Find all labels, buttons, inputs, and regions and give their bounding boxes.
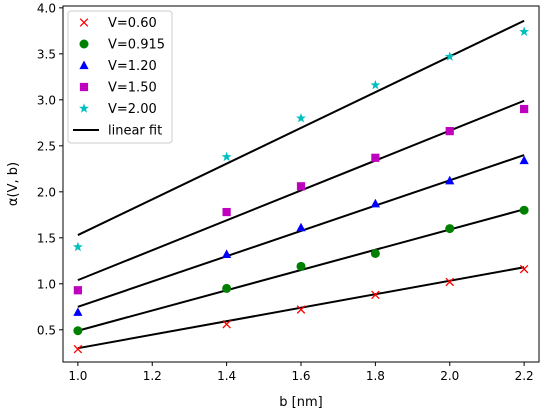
legend: V=0.60 V=0.915 V=1.20 V=1.50 V=2.00 linear fi… xyxy=(67,10,173,144)
x-tick-label: 1.4 xyxy=(217,369,236,383)
data-point xyxy=(445,224,455,234)
data-point xyxy=(72,241,83,252)
legend-box xyxy=(67,10,173,144)
data-point xyxy=(222,283,232,293)
y-tick-label: 1.5 xyxy=(37,231,56,245)
data-point xyxy=(296,113,306,123)
data-point xyxy=(371,153,380,162)
y-tick-label: 3.5 xyxy=(37,47,56,61)
y-tick-label: 4.0 xyxy=(37,1,56,15)
data-point xyxy=(221,151,232,162)
legend-marker xyxy=(79,39,89,49)
x-tick-label: 1.2 xyxy=(143,369,162,383)
data-point xyxy=(222,320,231,329)
data-point xyxy=(519,205,529,215)
data-point xyxy=(520,104,529,114)
y-tick-label: 3.0 xyxy=(37,93,56,107)
x-axis-label: b [nm] xyxy=(279,395,322,410)
y-tick-label: 0.5 xyxy=(37,323,56,337)
data-point xyxy=(445,175,455,185)
legend-label: V=1.20 xyxy=(108,59,157,74)
data-point xyxy=(519,155,529,165)
data-point xyxy=(296,182,306,191)
data-point xyxy=(73,326,83,336)
data-point xyxy=(370,79,381,90)
legend-marker xyxy=(79,60,89,70)
data-point xyxy=(370,198,380,208)
data-point xyxy=(519,26,530,36)
legend-label: V=1.50 xyxy=(108,81,157,96)
data-point xyxy=(73,344,83,354)
x-tick-label: 1.0 xyxy=(68,369,87,383)
legend-label: V=2.00 xyxy=(108,102,157,117)
data-points xyxy=(72,26,530,354)
x-tick-label: 1.8 xyxy=(366,369,385,383)
data-point xyxy=(296,261,306,271)
data-point xyxy=(222,207,231,217)
data-point xyxy=(73,286,82,295)
data-point xyxy=(370,248,380,258)
y-axis-label: α(V, b) xyxy=(6,162,21,206)
legend-marker xyxy=(79,103,89,113)
legend-marker xyxy=(79,82,89,92)
x-tick-label: 2.2 xyxy=(515,369,534,383)
data-point xyxy=(519,264,529,274)
x-tick-label: 2.0 xyxy=(440,369,459,383)
fit-line xyxy=(77,266,525,350)
y-tick-label: 2.5 xyxy=(37,139,56,153)
y-tick-label: 1.0 xyxy=(37,277,56,291)
data-point xyxy=(222,249,232,258)
legend-label: V=0.60 xyxy=(108,16,157,31)
data-point xyxy=(296,305,306,314)
data-point xyxy=(73,307,83,316)
data-point xyxy=(371,290,380,300)
x-axis-ticks: 1.0 1.2 1.4 1.6 1.8 2.0 2.2 xyxy=(68,362,534,383)
y-tick-label: 2.0 xyxy=(37,185,56,199)
data-point xyxy=(445,277,455,287)
y-axis-ticks: 0.5 1.0 1.5 2.0 2.5 3.0 3.5 4.0 xyxy=(37,1,63,337)
data-point xyxy=(296,222,306,232)
x-tick-label: 1.6 xyxy=(291,369,310,383)
legend-label: V=0.915 xyxy=(108,38,165,53)
data-point xyxy=(444,51,455,61)
data-point xyxy=(445,127,454,136)
legend-marker xyxy=(79,18,89,27)
legend-label: linear fit xyxy=(108,124,162,139)
